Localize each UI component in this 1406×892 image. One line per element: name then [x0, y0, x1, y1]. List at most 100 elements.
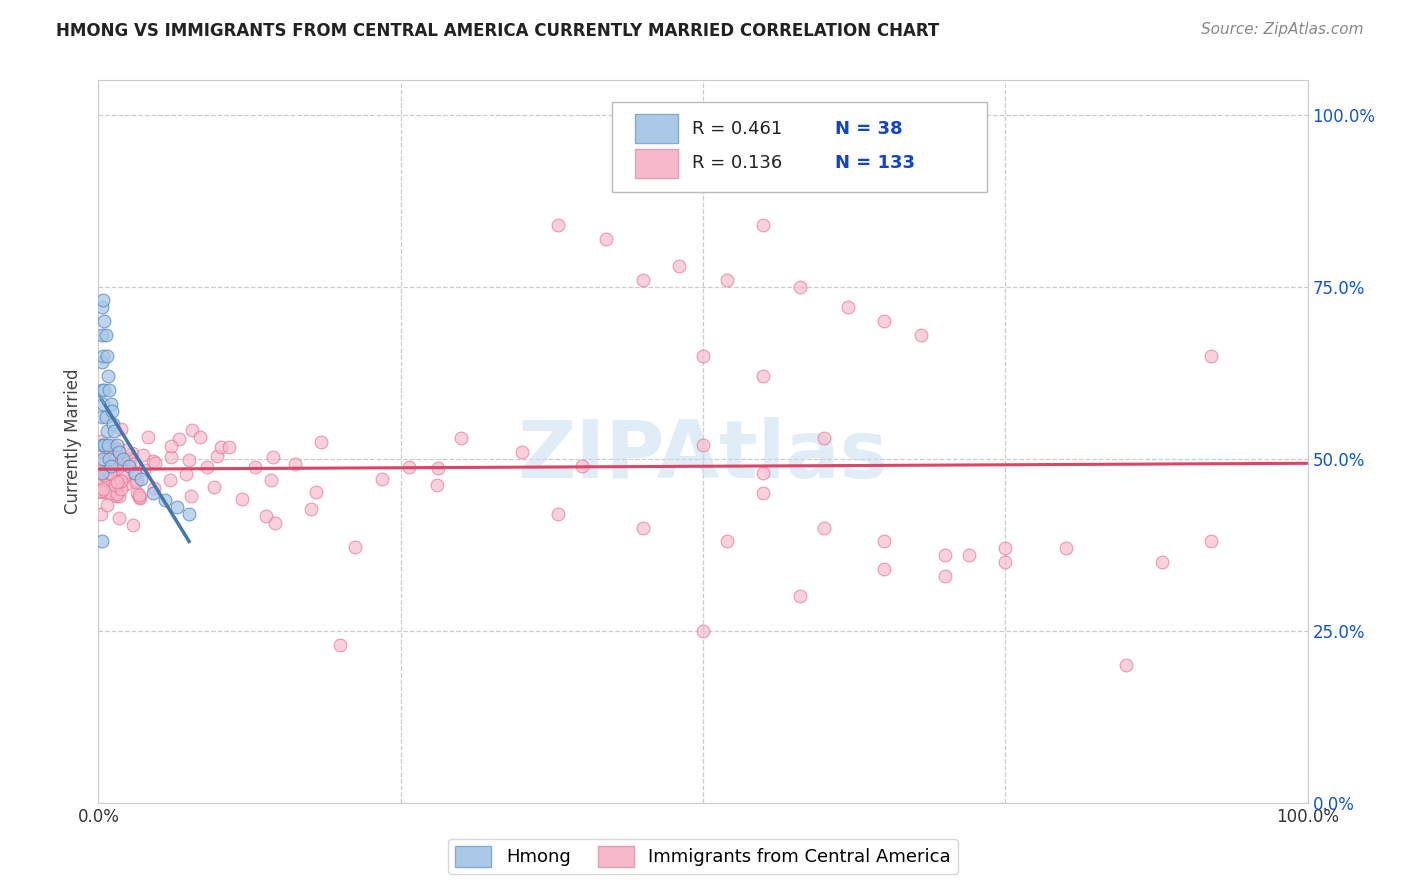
Point: [90, 507, 112, 521]
Point: [96, 424, 118, 438]
Point: [93, 383, 115, 397]
Point: [114, 442, 136, 457]
Point: [231, 491, 253, 506]
Point: [692, 349, 714, 363]
Text: HMONG VS IMMIGRANTS FROM CENTRAL AMERICA CURRENTLY MARRIED CORRELATION CHART: HMONG VS IMMIGRANTS FROM CENTRAL AMERICA…: [56, 22, 939, 40]
Point: [128, 490, 150, 504]
Point: [174, 467, 197, 481]
Point: [104, 458, 127, 472]
Point: [205, 449, 228, 463]
Point: [1115, 658, 1137, 673]
Text: N = 38: N = 38: [835, 120, 903, 137]
Point: [668, 259, 690, 273]
Point: [145, 456, 167, 470]
Point: [111, 458, 134, 472]
Point: [510, 445, 533, 459]
Point: [934, 568, 956, 582]
Point: [957, 548, 980, 562]
Point: [91, 349, 114, 363]
Point: [180, 489, 202, 503]
Point: [122, 457, 145, 471]
Point: [97, 441, 120, 455]
Point: [98, 383, 121, 397]
Point: [96, 474, 118, 488]
Point: [262, 450, 284, 464]
Point: [100, 403, 122, 417]
Point: [98, 467, 121, 481]
Point: [813, 520, 835, 534]
Point: [105, 487, 128, 501]
Point: [105, 461, 128, 475]
Point: [108, 449, 131, 463]
Point: [91, 466, 114, 480]
Point: [93, 438, 115, 452]
Point: [120, 452, 142, 467]
Point: [218, 441, 240, 455]
Point: [789, 590, 811, 604]
Point: [125, 473, 148, 487]
Point: [90, 444, 112, 458]
Text: Source: ZipAtlas.com: Source: ZipAtlas.com: [1201, 22, 1364, 37]
Point: [91, 438, 114, 452]
Point: [124, 466, 146, 480]
Point: [873, 534, 896, 549]
Point: [1054, 541, 1077, 556]
Point: [91, 293, 114, 308]
Point: [179, 507, 201, 521]
Point: [108, 511, 131, 525]
Point: [195, 460, 218, 475]
Point: [90, 434, 112, 448]
Point: [994, 555, 1017, 569]
Point: [93, 314, 115, 328]
Point: [813, 431, 835, 445]
Point: [94, 410, 117, 425]
Point: [103, 478, 125, 492]
Point: [873, 562, 896, 576]
Point: [153, 493, 176, 508]
Point: [96, 349, 118, 363]
Point: [101, 455, 124, 469]
Point: [547, 218, 569, 232]
Point: [94, 327, 117, 342]
Point: [837, 301, 859, 315]
Point: [108, 445, 131, 459]
Point: [115, 477, 138, 491]
Point: [181, 423, 204, 437]
Point: [1199, 349, 1222, 363]
Point: [97, 448, 120, 462]
Point: [129, 472, 152, 486]
Point: [91, 410, 114, 425]
Point: [243, 460, 266, 475]
Point: [98, 466, 121, 480]
Point: [752, 486, 775, 500]
Point: [134, 463, 156, 477]
Legend: Hmong, Immigrants from Central America: Hmong, Immigrants from Central America: [449, 838, 957, 874]
Point: [103, 424, 125, 438]
Point: [90, 483, 112, 498]
Point: [105, 449, 128, 463]
Point: [94, 470, 117, 484]
Point: [1199, 534, 1222, 549]
Point: [398, 460, 420, 475]
Point: [110, 483, 132, 497]
Point: [91, 534, 114, 549]
Point: [110, 422, 132, 436]
Point: [104, 446, 127, 460]
Point: [108, 489, 131, 503]
Point: [344, 541, 367, 555]
Point: [631, 273, 654, 287]
Point: [994, 541, 1017, 556]
Point: [91, 301, 114, 315]
Point: [94, 484, 117, 499]
Point: [329, 638, 352, 652]
Point: [104, 489, 127, 503]
Point: [127, 486, 149, 500]
Point: [692, 624, 714, 638]
Point: [934, 548, 956, 562]
Point: [112, 469, 135, 483]
Point: [309, 435, 332, 450]
Point: [450, 431, 472, 445]
Point: [91, 482, 114, 496]
Point: [90, 485, 112, 500]
Point: [105, 438, 128, 452]
